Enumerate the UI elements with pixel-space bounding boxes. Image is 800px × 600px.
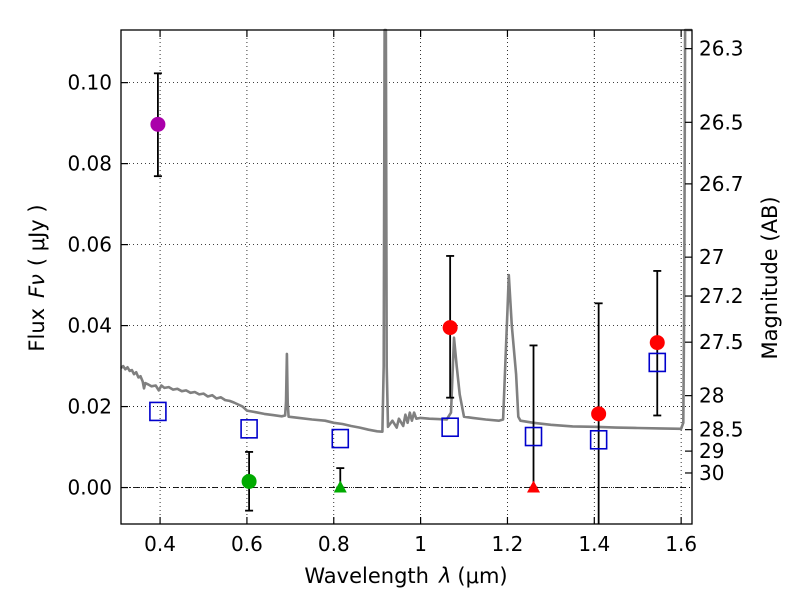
y-tick-label-2: 0.04 xyxy=(67,314,112,338)
y-axis-title-prefix: Flux xyxy=(25,308,49,352)
model-photometry xyxy=(149,352,667,450)
model-square-1 xyxy=(240,419,258,439)
measurement-point-0 xyxy=(150,116,166,132)
x-tick-label-3: 1 xyxy=(414,532,427,556)
y-tick-label-3: 0.06 xyxy=(67,233,112,257)
x-tick-label-4: 1.2 xyxy=(492,532,524,556)
upper-limit-triangle-2 xyxy=(333,480,347,493)
x-tick-label-1: 0.6 xyxy=(231,532,263,556)
mag-tick-label-3: 27 xyxy=(699,245,724,269)
model-square-5 xyxy=(589,429,608,450)
measurement-point-5 xyxy=(591,406,607,422)
plot-frame xyxy=(120,29,693,525)
upper-limit-triangle-4 xyxy=(527,480,541,493)
y2-axis-title: Magnitude (AB) xyxy=(758,196,782,359)
measurement-point-3 xyxy=(442,320,458,336)
y-axis-title-symbol: Fν xyxy=(25,274,49,298)
x-tick-labels: 0.4 0.6 0.8 1 1.2 1.4 1.6 xyxy=(144,532,697,556)
model-square-4 xyxy=(524,426,543,447)
measured-photometry xyxy=(150,116,665,493)
mag-tick-label-5: 27.5 xyxy=(699,330,744,354)
mag-tick-label-1: 26.5 xyxy=(699,110,744,134)
y-tick-label-1: 0.02 xyxy=(67,395,112,419)
mag-tick-label-2: 26.7 xyxy=(699,172,744,196)
mag-tick-label-4: 27.2 xyxy=(699,284,744,308)
x-tick-label-5: 1.4 xyxy=(578,532,610,556)
mag-tick-label-8: 29 xyxy=(699,439,724,463)
model-square-3 xyxy=(441,417,459,438)
mag-tick-label-9: 30 xyxy=(699,461,724,485)
measurement-point-1 xyxy=(241,473,257,489)
x-tick-label-2: 0.8 xyxy=(318,532,350,556)
model-square-0 xyxy=(149,401,167,422)
mag-tick-label-6: 28 xyxy=(699,384,724,408)
x-axis-title-prefix: Wavelength xyxy=(304,564,429,588)
x-tick-label-0: 0.4 xyxy=(144,532,176,556)
y-tick-label-4: 0.08 xyxy=(67,152,112,176)
mag-tick-label-0: 26.3 xyxy=(699,37,744,61)
y-tick-label-5: 0.10 xyxy=(67,71,112,95)
x-axis-title: Wavelength λ (μm) xyxy=(304,564,507,588)
x-axis-title-unit: (μm) xyxy=(457,564,507,588)
y-axis-title: Flux Fν ( μJy ) xyxy=(25,204,49,351)
x-axis-title-symbol: λ xyxy=(438,564,451,588)
measurement-point-6 xyxy=(649,335,665,351)
mag-tick-label-7: 28.5 xyxy=(699,418,744,442)
model-square-2 xyxy=(331,428,350,449)
model-square-6 xyxy=(648,352,667,373)
axis-ticks xyxy=(121,30,692,524)
sed-model-curve xyxy=(120,28,692,434)
plot-background xyxy=(121,30,692,524)
y-tick-label-0: 0.00 xyxy=(67,476,112,500)
sed-model-line xyxy=(120,28,692,434)
x-tick-label-6: 1.6 xyxy=(665,532,697,556)
y-tick-labels: 0.00 0.02 0.04 0.06 0.08 0.10 xyxy=(67,71,112,500)
y-axis-title-unit: ( μJy ) xyxy=(25,204,49,266)
